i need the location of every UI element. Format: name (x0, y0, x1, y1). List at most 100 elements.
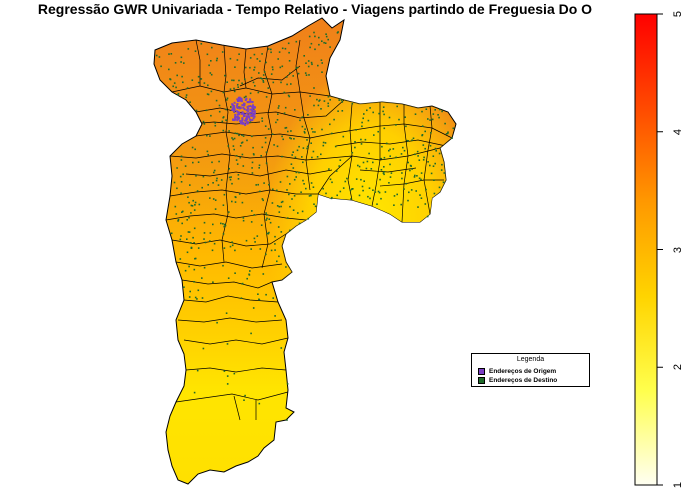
destination-point (317, 64, 319, 67)
origin-point (234, 117, 237, 120)
destination-point (289, 137, 291, 139)
destination-point (261, 146, 264, 149)
destination-point (441, 110, 443, 113)
destination-point (286, 175, 289, 178)
destination-point (373, 134, 375, 136)
destination-point (261, 198, 264, 200)
destination-point (206, 93, 209, 95)
destination-point (278, 211, 281, 213)
destination-point (302, 161, 304, 164)
origin-point (235, 116, 237, 119)
district-boundary (317, 155, 353, 195)
destination-point (223, 225, 225, 228)
origin-point (241, 119, 244, 122)
destination-point (445, 133, 448, 135)
destination-point (308, 35, 311, 38)
destination-point (209, 240, 211, 242)
destination-point (433, 192, 436, 195)
destination-point (304, 72, 307, 74)
destination-point (437, 114, 439, 116)
destination-point (189, 101, 191, 103)
destination-point (417, 206, 419, 208)
legend-swatch-origin (478, 368, 485, 375)
destination-point (268, 218, 271, 220)
destination-point (189, 184, 191, 186)
destination-point (388, 149, 390, 152)
destination-point (314, 205, 317, 208)
destination-point (244, 394, 246, 397)
origin-point (249, 98, 252, 101)
destination-point (362, 161, 365, 164)
destination-point (320, 108, 322, 110)
destination-point (274, 315, 276, 317)
destination-point (265, 253, 267, 256)
district-boundary (183, 337, 289, 345)
destination-point (307, 60, 310, 62)
destination-point (256, 235, 259, 237)
destination-point (229, 88, 232, 90)
destination-point (221, 51, 224, 53)
destination-point (268, 231, 270, 234)
destination-point (366, 109, 368, 112)
destination-point (434, 147, 437, 150)
destination-point (181, 222, 183, 225)
destination-point (344, 180, 347, 183)
destination-point (390, 172, 393, 174)
destination-point (407, 140, 409, 142)
destination-point (203, 123, 206, 125)
destination-point (288, 95, 291, 98)
destination-point (298, 222, 301, 225)
destination-point (377, 130, 379, 133)
destination-point (253, 69, 255, 71)
destination-point (360, 138, 362, 141)
origin-point (247, 121, 249, 124)
destination-point (222, 223, 224, 225)
destination-point (426, 215, 429, 218)
destination-point (288, 51, 290, 54)
destination-point (415, 190, 417, 192)
destination-point (280, 81, 282, 84)
destination-point (270, 48, 272, 51)
destination-point (252, 307, 255, 309)
destination-point (158, 56, 161, 58)
destination-point (180, 192, 182, 195)
destination-point (194, 50, 197, 52)
origin-point (236, 104, 239, 107)
destination-point (304, 128, 306, 130)
origin-point (239, 121, 242, 124)
destination-point (229, 245, 232, 248)
destination-point (302, 179, 304, 182)
destination-point (267, 128, 270, 130)
destination-point (241, 141, 244, 144)
destination-point (396, 193, 398, 196)
destination-point (420, 172, 423, 174)
destination-point (231, 79, 233, 82)
destination-point (354, 146, 356, 149)
destination-point (383, 113, 385, 116)
origin-point (243, 114, 246, 117)
destination-point (236, 59, 239, 61)
destination-point (241, 283, 244, 285)
destination-point (297, 212, 299, 214)
destination-point (271, 66, 274, 68)
destination-point (180, 155, 183, 158)
destination-point (276, 260, 278, 263)
destination-point (274, 243, 276, 245)
destination-point (214, 124, 217, 127)
destination-point (321, 71, 323, 73)
destination-point (278, 105, 280, 107)
destination-point (421, 134, 424, 136)
destination-point (430, 172, 433, 175)
destination-point (318, 43, 320, 46)
destination-point (366, 160, 369, 163)
destination-point (238, 193, 241, 195)
destination-point (179, 238, 182, 241)
destination-point (216, 321, 218, 324)
destination-point (376, 203, 378, 205)
destination-point (160, 65, 162, 68)
destination-point (250, 76, 253, 79)
destination-point (410, 165, 412, 167)
destination-point (407, 199, 409, 202)
destination-point (385, 142, 388, 145)
destination-point (215, 59, 218, 62)
